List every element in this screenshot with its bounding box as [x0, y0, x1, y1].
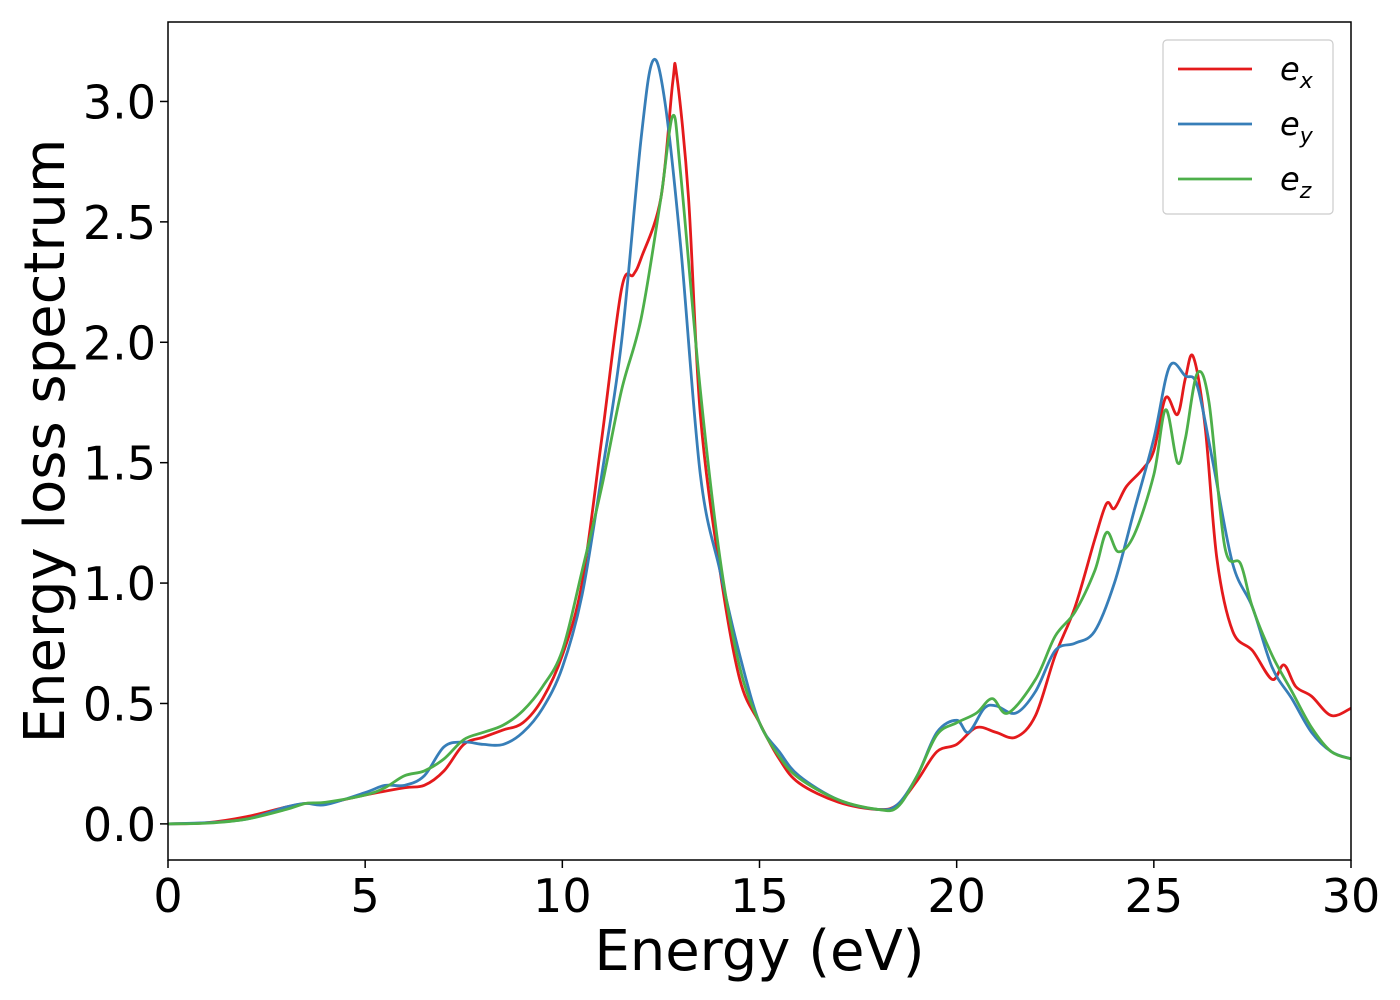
y-tick-label: 0.5	[83, 677, 156, 731]
series-line-x	[168, 61, 1351, 826]
x-tick-label: 25	[1125, 869, 1184, 923]
x-axis-title: Energy (eV)	[594, 919, 924, 984]
series-line-z	[168, 113, 1351, 826]
y-axis-title: Energy loss spectrum	[13, 139, 78, 744]
x-tick-label: 20	[927, 869, 986, 923]
y-tick-label: 2.0	[83, 316, 156, 370]
y-tick-label: 2.5	[83, 196, 156, 250]
x-axis: 0 5 10 15 20 25 30	[153, 860, 1380, 923]
y-tick-label: 0.0	[83, 798, 156, 852]
x-tick-label: 30	[1322, 869, 1381, 923]
y-tick-label: 1.0	[83, 557, 156, 611]
legend-frame	[1162, 39, 1334, 215]
x-tick-label: 15	[730, 869, 789, 923]
y-tick-label: 1.5	[83, 437, 156, 491]
x-tick-label: 10	[533, 869, 592, 923]
x-tick-label: 5	[351, 869, 380, 923]
series-layer	[168, 57, 1351, 826]
y-tick-label: 3.0	[83, 75, 156, 129]
legend-label-z: ez	[1280, 160, 1312, 204]
y-axis: 0.0 0.5 1.0 1.5 2.0 2.5 3.0	[83, 75, 168, 852]
x-tick-label: 0	[153, 869, 182, 923]
